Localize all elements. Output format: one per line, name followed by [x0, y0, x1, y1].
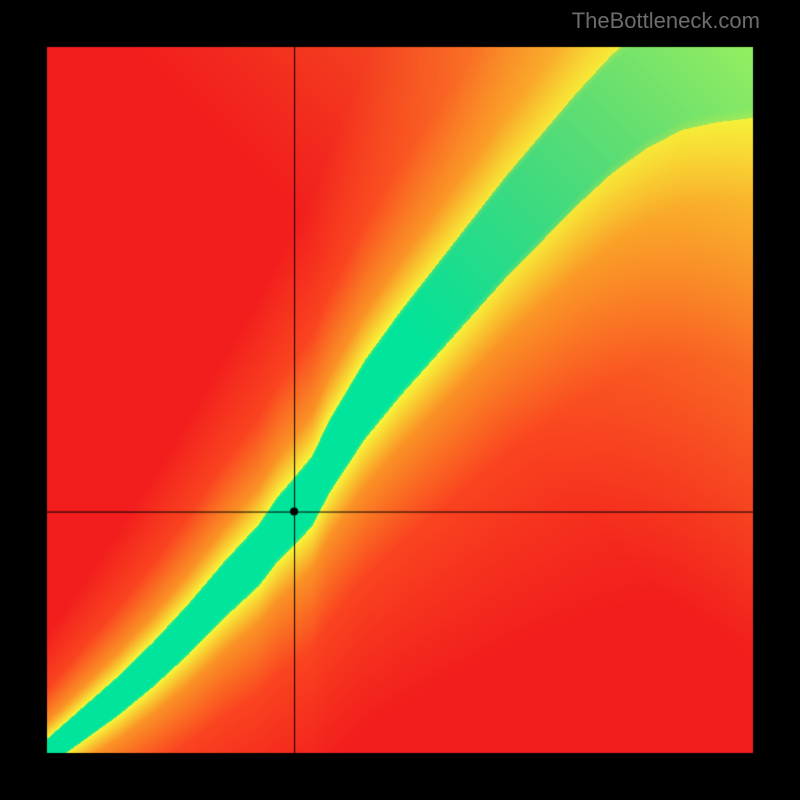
heatmap-canvas	[0, 0, 800, 800]
chart-container: TheBottleneck.com	[0, 0, 800, 800]
watermark-text: TheBottleneck.com	[572, 8, 760, 34]
